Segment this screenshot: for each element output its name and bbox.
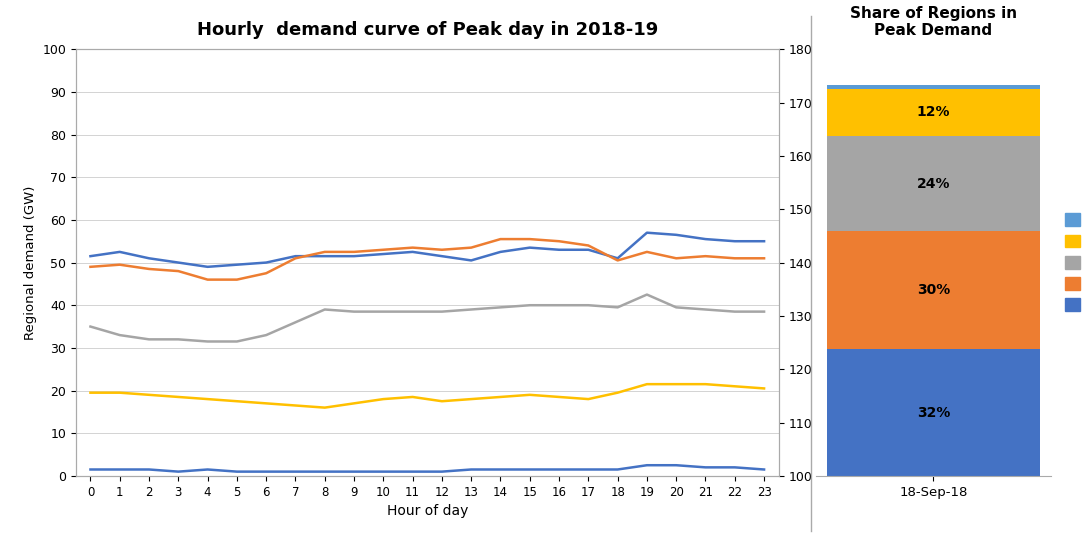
Bar bbox=[826, 231, 1040, 350]
Bar bbox=[826, 85, 1040, 89]
X-axis label: Hour of day: Hour of day bbox=[387, 504, 468, 518]
Title: Share of Regions in
Peak Demand: Share of Regions in Peak Demand bbox=[850, 6, 1017, 38]
Legend: NER, ER, SR, WR, NR: NER, ER, SR, WR, NR bbox=[1061, 210, 1083, 316]
Y-axis label: Regional demand (GW): Regional demand (GW) bbox=[24, 185, 37, 340]
Y-axis label: All India demand (GW): All India demand (GW) bbox=[820, 188, 833, 337]
Title: Hourly  demand curve of Peak day in 2018-19: Hourly demand curve of Peak day in 2018-… bbox=[197, 21, 657, 39]
Text: 32%: 32% bbox=[916, 406, 950, 420]
Bar bbox=[826, 350, 1040, 476]
Bar bbox=[826, 89, 1040, 136]
Text: 24%: 24% bbox=[916, 177, 950, 190]
Text: 30%: 30% bbox=[916, 283, 950, 297]
Text: 12%: 12% bbox=[916, 106, 950, 119]
Bar bbox=[826, 136, 1040, 231]
